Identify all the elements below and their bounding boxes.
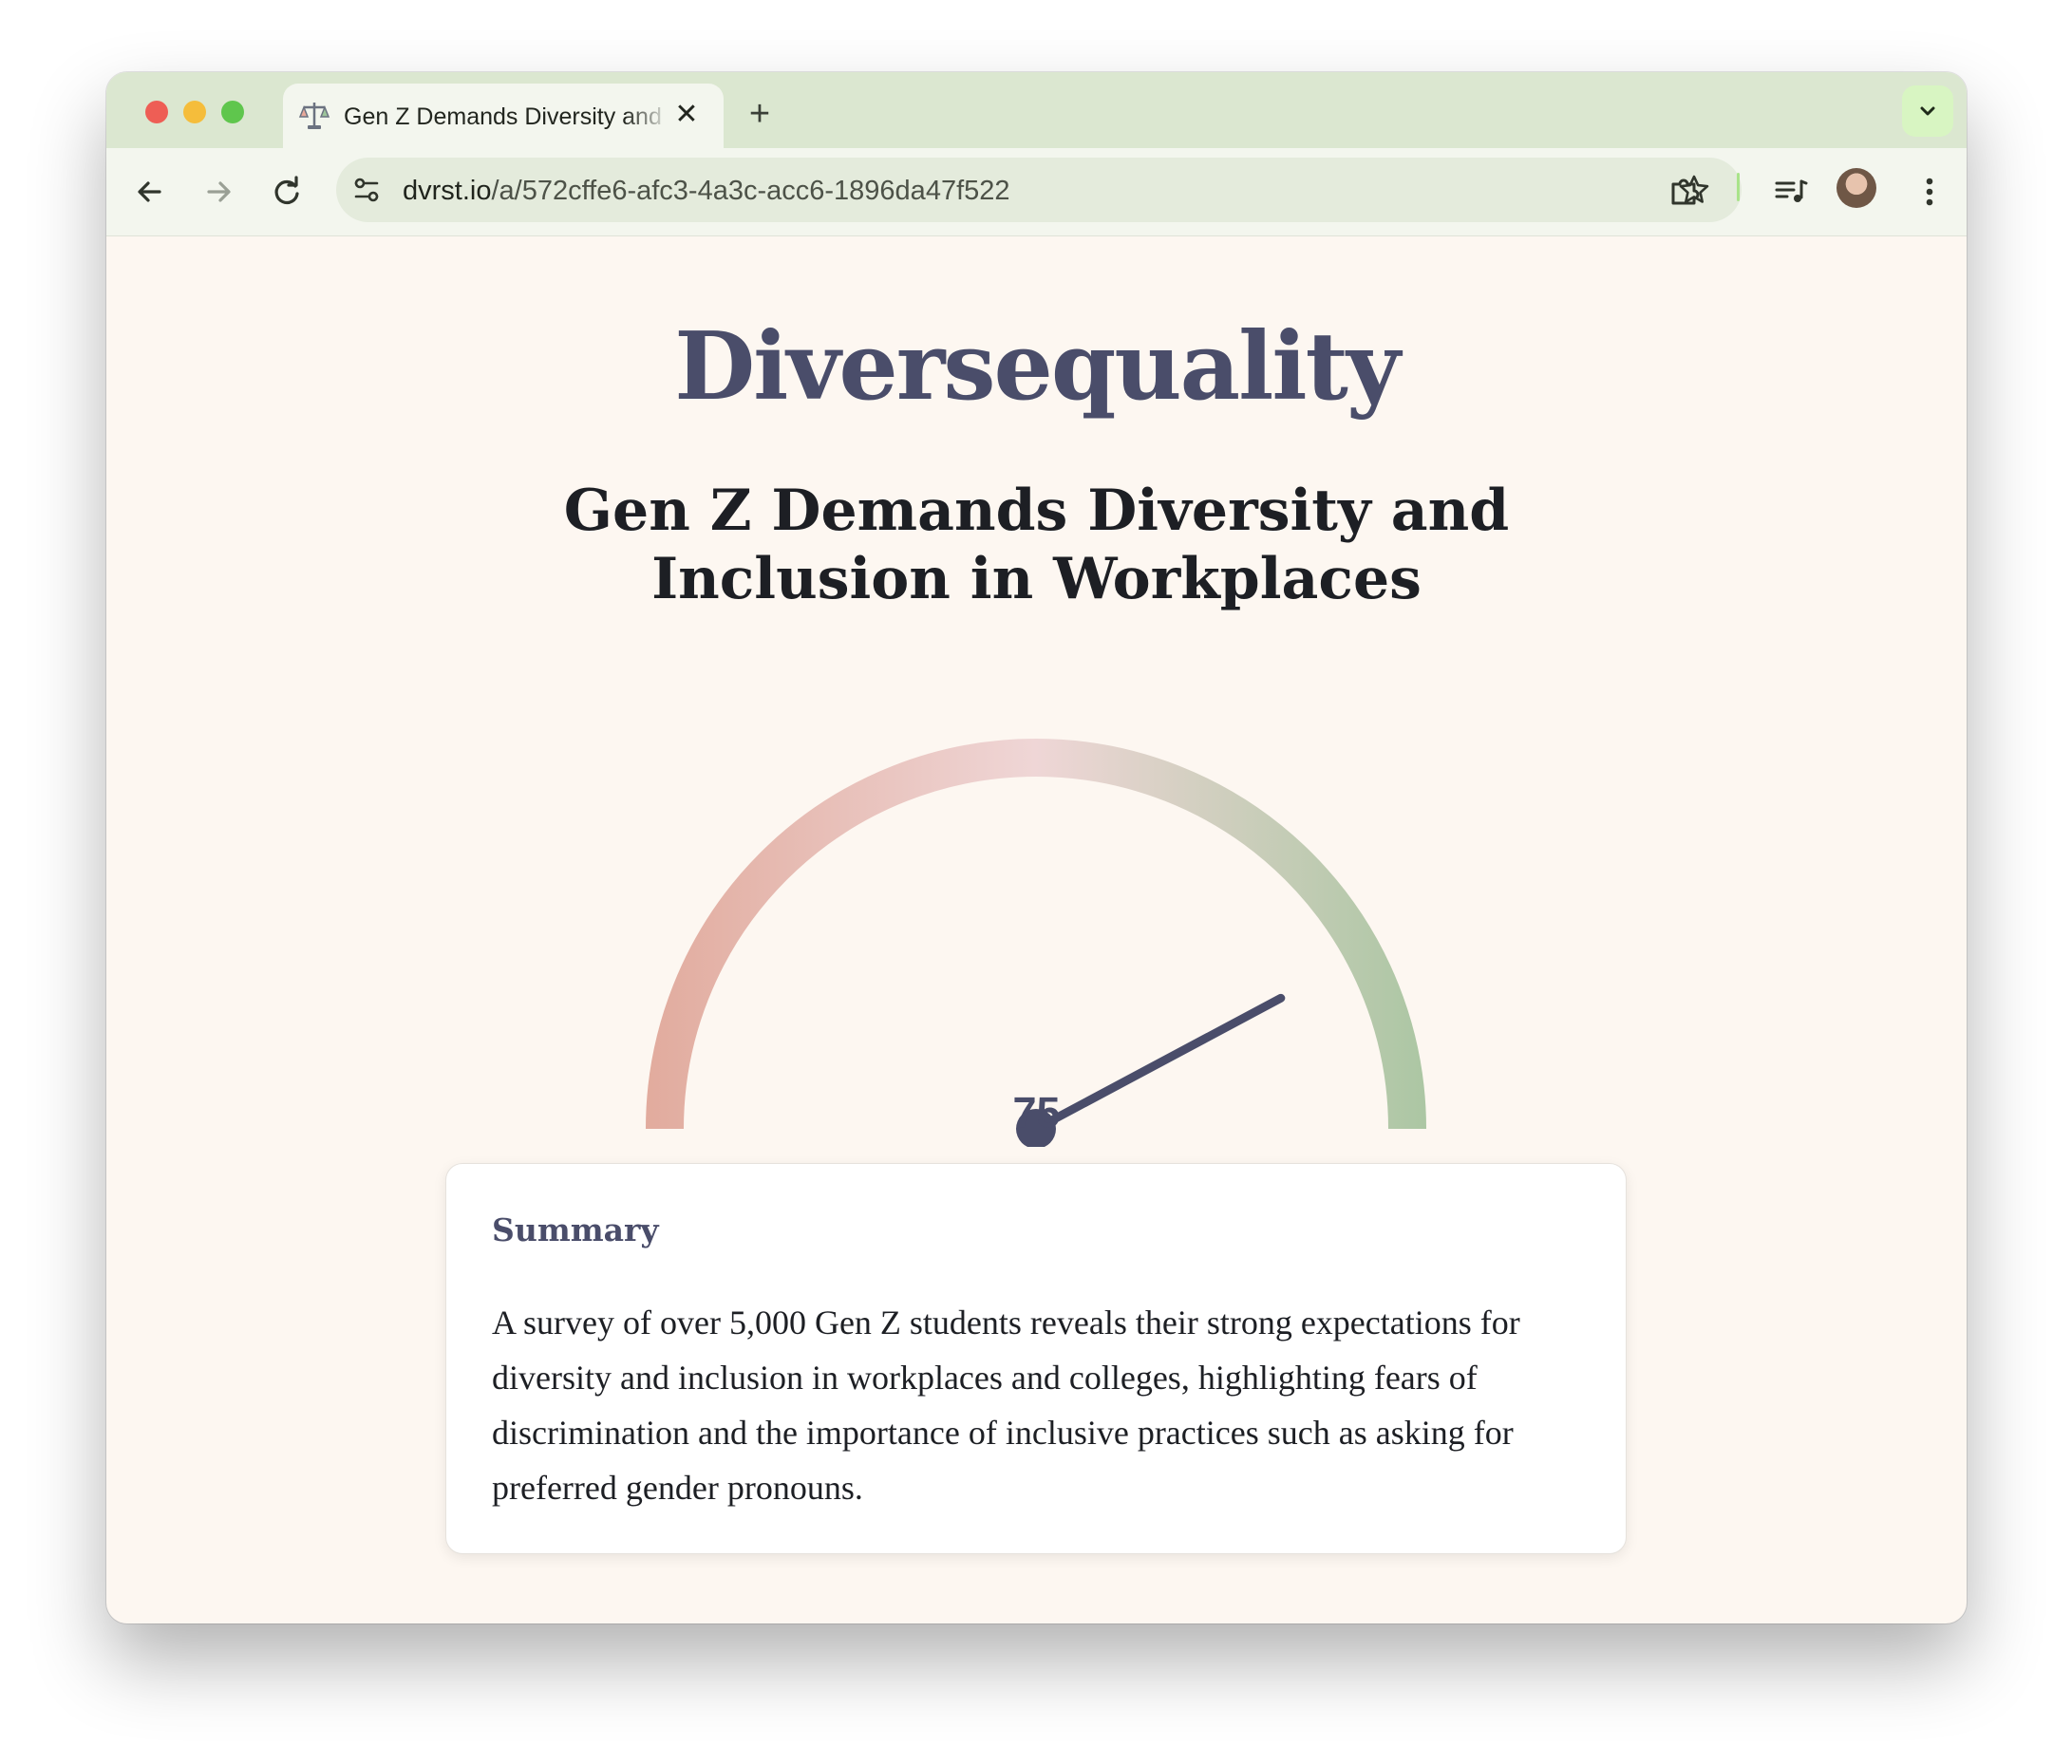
- gauge-needle-hub: [1016, 1109, 1056, 1147]
- page-content: Diversequality Gen Z Demands Diversity a…: [106, 235, 1967, 1623]
- profile-avatar[interactable]: [1837, 168, 1876, 208]
- arrow-right-icon: [207, 181, 231, 202]
- menu-button[interactable]: [1909, 171, 1950, 213]
- gauge-value: 75: [1012, 1088, 1061, 1136]
- gauge-needle: [1031, 993, 1286, 1134]
- scales-favicon-icon: [298, 103, 330, 129]
- tab-close-icon[interactable]: ✕: [674, 99, 699, 130]
- puzzle-piece-icon: [1671, 178, 1700, 205]
- tab-search-button[interactable]: [1902, 85, 1953, 137]
- toolbar-divider: [1737, 173, 1740, 201]
- media-control-button[interactable]: [1770, 171, 1812, 213]
- reload-button[interactable]: [266, 171, 308, 213]
- bookmark-star-icon[interactable]: [1677, 173, 1711, 207]
- more-vertical-icon: [1926, 178, 1933, 206]
- summary-title: Summary: [492, 1211, 659, 1248]
- url-host: dvrst.io: [403, 176, 492, 206]
- browser-toolbar: dvrst.io/a/572cffe6-afc3-4a3c-acc6-1896d…: [106, 148, 1967, 236]
- back-button[interactable]: [129, 171, 171, 213]
- url-text[interactable]: dvrst.io/a/572cffe6-afc3-4a3c-acc6-1896d…: [403, 176, 1010, 207]
- reload-icon: [274, 176, 299, 205]
- extensions-button[interactable]: [1664, 171, 1705, 213]
- address-bar[interactable]: dvrst.io/a/572cffe6-afc3-4a3c-acc6-1896d…: [336, 158, 1742, 222]
- arrow-left-icon: [138, 181, 161, 202]
- url-path: /a/572cffe6-afc3-4a3c-acc6-1896da47f522: [491, 176, 1010, 206]
- playlist-music-icon: [1775, 179, 1808, 202]
- article-headline: Gen Z Demands Diversity and Inclusion in…: [563, 478, 1510, 612]
- close-window-button[interactable]: [145, 101, 168, 123]
- maximize-window-button[interactable]: [221, 101, 244, 123]
- chevron-down-icon: [1920, 106, 1935, 116]
- tab-title: Gen Z Demands Diversity and Inclusion in…: [344, 103, 667, 130]
- site-logo-text[interactable]: Diversequality: [674, 312, 1401, 422]
- new-tab-button[interactable]: +: [748, 94, 771, 134]
- summary-card: Summary A survey of over 5,000 Gen Z stu…: [445, 1163, 1627, 1554]
- forward-button[interactable]: [198, 171, 239, 213]
- tab-active[interactable]: Gen Z Demands Diversity and Inclusion in…: [283, 84, 724, 148]
- minimize-window-button[interactable]: [183, 101, 206, 123]
- summary-text: A survey of over 5,000 Gen Z students re…: [492, 1304, 1520, 1507]
- diversity-gauge: [646, 739, 1426, 1147]
- site-info-icon[interactable]: [349, 173, 384, 207]
- browser-window: Gen Z Demands Diversity and Inclusion in…: [106, 72, 1967, 1623]
- tab-strip: Gen Z Demands Diversity and Inclusion in…: [106, 72, 1967, 148]
- gauge-arc: [646, 739, 1426, 1130]
